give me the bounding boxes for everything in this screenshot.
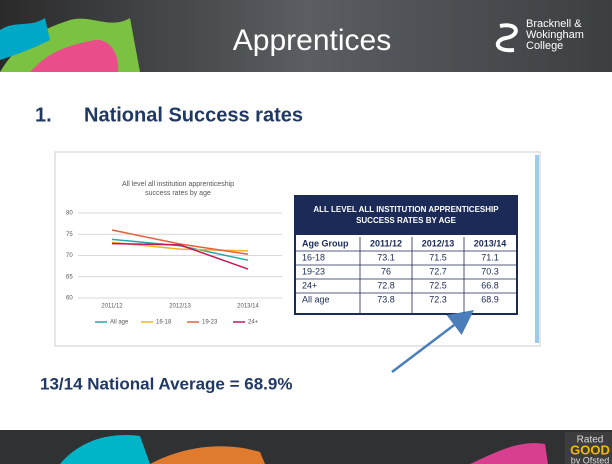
column-header: 2011/12: [370, 238, 402, 248]
chart-title: All level all institution apprenticeship: [122, 181, 234, 188]
column-header: 2012/13: [422, 238, 455, 248]
y-tick-label: 60: [66, 296, 73, 302]
legend-label: All age: [110, 320, 129, 326]
table-cell: 19-23: [302, 266, 325, 276]
annotation: 13/14 National Average = 68.9%: [40, 374, 292, 393]
y-tick-label: 70: [66, 253, 73, 259]
table-cell: 73.8: [377, 294, 395, 304]
table-cell: 71.1: [481, 252, 499, 262]
table-cell: 72.8: [377, 280, 395, 290]
table-cell: 76: [381, 266, 391, 276]
y-tick-label: 65: [66, 274, 73, 280]
chart-title: success rates by age: [145, 190, 211, 197]
table-cell: 16-18: [302, 252, 325, 262]
table-cell: 66.8: [481, 280, 499, 290]
x-tick-label: 2013/14: [237, 304, 259, 310]
table-title: SUCCESS RATES BY AGE: [356, 216, 457, 225]
table-cell: All age: [302, 294, 330, 304]
table-cell: 72.5: [429, 280, 447, 290]
table-cell: 70.3: [481, 266, 499, 276]
legend-label: 19-23: [202, 320, 218, 326]
legend-label: 16-18: [156, 320, 172, 326]
x-tick-label: 2011/12: [101, 304, 123, 310]
table-cell: 72.7: [429, 266, 447, 276]
y-tick-label: 75: [66, 232, 73, 238]
x-tick-label: 2012/13: [169, 304, 191, 310]
badge-text: by Ofsted: [571, 455, 610, 464]
table-cell: 24+: [302, 280, 317, 290]
column-header: Age Group: [302, 238, 349, 248]
table-title: ALL LEVEL ALL INSTITUTION APPRENTICESHIP: [313, 205, 499, 214]
slide-title: Apprentices: [233, 24, 391, 57]
frame-edge: [535, 155, 539, 343]
table-cell: 72.3: [429, 294, 447, 304]
logo-text: College: [526, 40, 563, 52]
legend-label: 24+: [248, 320, 259, 326]
heading-number: 1.: [35, 104, 52, 126]
table-cell: 68.9: [481, 294, 499, 304]
table-cell: 73.1: [377, 252, 395, 262]
y-tick-label: 80: [66, 211, 73, 217]
column-header: 2013/14: [474, 238, 507, 248]
slide: Apprentices Bracknell & Wokingham Colleg…: [0, 0, 612, 464]
table-cell: 71.5: [429, 252, 447, 262]
heading-text: National Success rates: [84, 104, 303, 126]
